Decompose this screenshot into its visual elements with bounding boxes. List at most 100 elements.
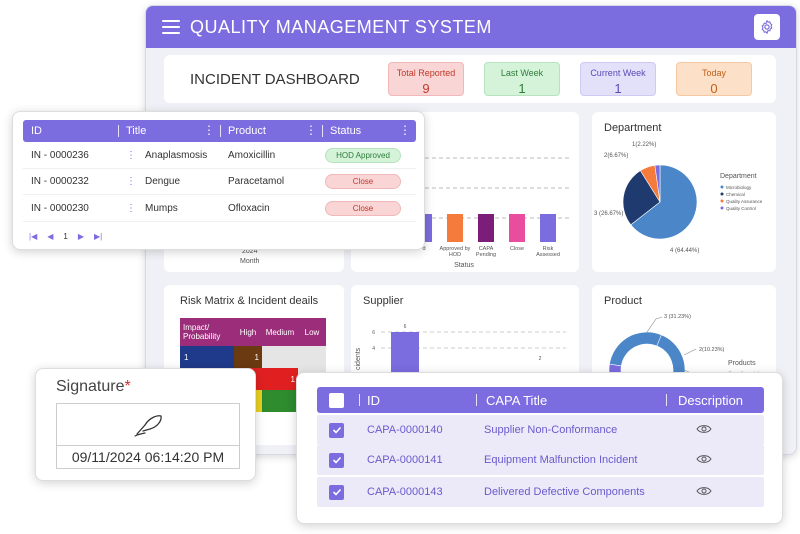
stat-total-reported[interactable]: Total Reported 9 — [388, 62, 464, 96]
data-label: 6 — [404, 324, 407, 330]
column-header-title[interactable]: Title ⋮ — [118, 120, 220, 142]
month-axis-label: Month — [240, 258, 260, 265]
x-tick-label: CAPA Pending — [476, 246, 496, 258]
capa-title: Delivered Defective Components — [484, 486, 645, 498]
stat-value: 9 — [422, 81, 430, 96]
row-checkbox[interactable] — [329, 484, 344, 500]
stat-label: Current Week — [590, 68, 646, 78]
stat-value: 1 — [614, 81, 622, 96]
row-menu-icon[interactable]: ⋮ — [126, 150, 136, 161]
signature-label: Signature* — [56, 378, 131, 395]
column-menu-icon[interactable]: ⋮ — [399, 123, 411, 137]
legend-title: Products — [728, 360, 756, 367]
column-header-status[interactable]: Status ⋮ — [322, 120, 416, 142]
risk-header-cell: Impact/ Probability — [180, 318, 234, 346]
column-header-id[interactable]: ID — [359, 387, 476, 413]
y-tick-label: 6 — [372, 330, 375, 336]
menu-icon[interactable] — [162, 20, 180, 34]
prev-page-icon[interactable]: ◀ — [47, 232, 54, 241]
column-header-product[interactable]: Product ⋮ — [220, 120, 322, 142]
x-tick-label: d — [422, 246, 425, 252]
pie-slice — [654, 164, 661, 203]
capa-id: CAPA-0000140 — [367, 424, 443, 436]
last-page-icon[interactable]: ▶| — [94, 232, 103, 241]
table-row[interactable]: IN - 0000230 ⋮ Mumps Ofloxacin Close — [23, 196, 416, 222]
stat-current-week[interactable]: Current Week 1 — [580, 62, 656, 96]
risk-cell[interactable] — [262, 390, 298, 412]
column-header-capa-title[interactable]: CAPA Title — [476, 387, 666, 413]
gear-icon — [761, 20, 773, 34]
stat-last-week[interactable]: Last Week 1 — [484, 62, 560, 96]
column-header-id[interactable]: ID — [23, 120, 118, 142]
stat-label: Total Reported — [396, 68, 456, 78]
column-header-label: ID — [367, 392, 380, 408]
risk-cell[interactable] — [262, 346, 298, 368]
risk-header-cell: High — [234, 318, 262, 346]
row-menu-icon[interactable]: ⋮ — [126, 203, 136, 214]
row-checkbox[interactable] — [329, 452, 344, 468]
department-title: Department — [604, 122, 662, 134]
capa-id: CAPA-0000141 — [367, 454, 443, 466]
signature-pad[interactable] — [56, 403, 240, 445]
incident-id: IN - 0000236 — [31, 150, 89, 161]
product-title: Product — [604, 295, 642, 307]
eye-icon[interactable] — [696, 454, 712, 464]
eye-icon[interactable] — [696, 424, 712, 434]
settings-button[interactable] — [754, 14, 780, 40]
month-year-label: 2024 — [242, 248, 258, 255]
pie-slice — [630, 164, 698, 240]
first-page-icon[interactable]: |◀ — [29, 232, 38, 241]
column-header-label: Product — [228, 125, 266, 137]
incident-id: IN - 0000232 — [31, 176, 89, 187]
status-bar-chart: d Approved by HOD CAPA Pending Close Risk Asses… — [411, 157, 571, 269]
incident-title: Anaplasmosis — [145, 150, 208, 161]
stat-label: Today — [701, 68, 727, 78]
stat-today[interactable]: Today 0 — [676, 62, 752, 96]
stat-label: Last Week — [500, 68, 544, 78]
eye-icon[interactable] — [696, 486, 712, 496]
legend-title: Department — [720, 173, 757, 180]
row-menu-icon[interactable]: ⋮ — [126, 176, 136, 187]
bar — [447, 214, 463, 242]
status-badge: HOD Approved — [325, 148, 401, 163]
column-header-description[interactable]: Description — [666, 387, 764, 413]
table-row[interactable]: CAPA-0000141 Equipment Malfunction Incid… — [317, 445, 764, 475]
table-row[interactable]: CAPA-0000143 Delivered Defective Compone… — [317, 477, 764, 507]
incident-table-window: ID Title ⋮ Product ⋮ Status ⋮ IN - 00002… — [12, 111, 425, 250]
column-menu-icon[interactable]: ⋮ — [203, 123, 215, 137]
risk-cell[interactable]: 1 — [262, 368, 298, 390]
legend-marker — [720, 192, 724, 196]
risk-cell[interactable] — [298, 346, 326, 368]
y-axis-label: cidents — [355, 347, 362, 370]
column-header-label: Status — [330, 125, 362, 137]
select-all-checkbox[interactable] — [329, 392, 344, 408]
table-row[interactable]: IN - 0000232 ⋮ Dengue Paracetamol Close — [23, 169, 416, 195]
capa-table-header: ID CAPA Title Description — [317, 387, 764, 413]
department-pie-chart: 4 (64.44%) 3 (26.67%) 2(6.67%) 1(2.22%) Depa… — [594, 142, 763, 254]
x-tick-label: Risk Assessed — [536, 246, 560, 258]
slice-label: 3 (31.23%) — [664, 314, 691, 320]
stat-value: 0 — [710, 81, 718, 96]
page-number[interactable]: 1 — [63, 232, 68, 241]
column-header-label: Description — [678, 392, 744, 408]
dashboard-title: INCIDENT DASHBOARD — [190, 70, 360, 88]
legend-marker — [720, 199, 724, 203]
risk-header-cell: Low — [298, 318, 326, 346]
signature-datetime: 09/11/2024 06:14:20 PM — [56, 445, 240, 469]
legend-label: Quality Assurance — [726, 199, 763, 204]
incident-product: Paracetamol — [228, 176, 285, 187]
column-menu-icon[interactable]: ⋮ — [305, 123, 317, 137]
incident-product: Ofloxacin — [228, 203, 270, 214]
risk-cell[interactable]: 1 — [234, 346, 262, 368]
required-mark: * — [124, 378, 131, 395]
donut-slice — [609, 331, 662, 367]
next-page-icon[interactable]: ▶ — [77, 232, 84, 241]
column-header-label: CAPA Title — [486, 392, 548, 408]
row-checkbox[interactable] — [329, 422, 344, 438]
table-row[interactable]: IN - 0000236 ⋮ Anaplasmosis Amoxicillin H… — [23, 143, 416, 169]
risk-header-cell: Medium — [262, 318, 298, 346]
incident-title: Mumps — [145, 203, 178, 214]
table-row[interactable]: CAPA-0000140 Supplier Non-Conformance — [317, 415, 764, 445]
status-badge: Close — [325, 201, 401, 216]
bar — [509, 214, 525, 242]
